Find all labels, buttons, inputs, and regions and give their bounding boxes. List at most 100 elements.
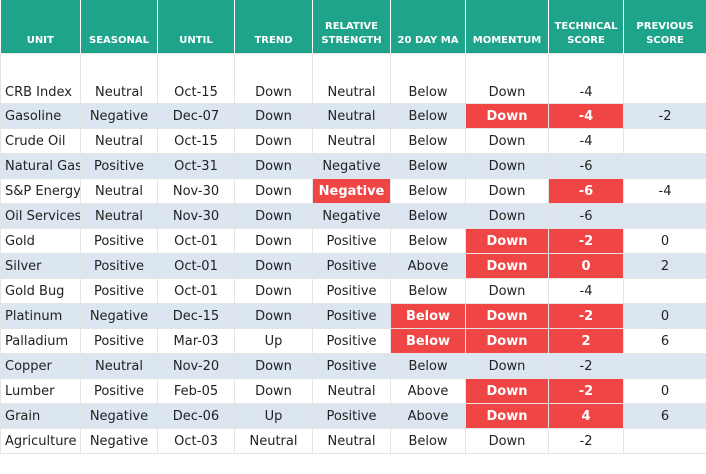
table-cell: -6 — [548, 178, 624, 204]
table-cell: -2 — [548, 228, 624, 254]
column-header: TECHNICAL SCORE — [548, 0, 624, 54]
table-cell: Down — [234, 128, 313, 154]
unit-cell: S&P Energy — [0, 178, 81, 204]
table-cell: Positive — [80, 253, 158, 279]
table-cell: Down — [234, 228, 313, 254]
unit-cell: Silver — [0, 253, 81, 279]
table-cell — [623, 428, 706, 454]
unit-cell: Copper — [0, 353, 81, 379]
table-cell: Below — [390, 153, 466, 179]
table-cell: Below — [390, 203, 466, 229]
table-cell: Below — [390, 228, 466, 254]
table-cell: Oct-31 — [157, 153, 235, 179]
table-cell — [623, 128, 706, 154]
table-cell: -2 — [548, 303, 624, 329]
table-body: CRB Index Neutral Oct-15 Down Neutral Below Do… — [0, 53, 706, 454]
column-header: MOMENTUM — [465, 0, 549, 54]
table-cell: Down — [465, 153, 549, 179]
table-cell: -2 — [548, 353, 624, 379]
column-header: TREND — [234, 0, 313, 54]
table-cell: Neutral — [234, 428, 313, 454]
table-cell: -4 — [548, 128, 624, 154]
table-cell: 6 — [623, 403, 706, 429]
table-row: Crude Oil Neutral Oct-15 Down Neutral Below Do… — [0, 128, 706, 154]
table-cell: Down — [465, 353, 549, 379]
table-row: Oil Services Neutral Nov-30 Down Negative Bel… — [0, 203, 706, 229]
table-cell: Neutral — [80, 128, 158, 154]
unit-cell: Gold Bug — [0, 278, 81, 304]
table-cell: 2 — [623, 253, 706, 279]
table-row: Gasoline Negative Dec-07 Down Neutral Below Do… — [0, 103, 706, 129]
table-cell: -2 — [548, 428, 624, 454]
table-cell: Down — [234, 178, 313, 204]
table-cell: Above — [390, 253, 466, 279]
table-cell: Above — [390, 378, 466, 404]
column-header: UNTIL — [157, 0, 235, 54]
table-cell: Oct-15 — [157, 53, 235, 104]
table-cell: Above — [390, 403, 466, 429]
table-cell: Oct-01 — [157, 253, 235, 279]
table-cell: Down — [465, 203, 549, 229]
table-row: S&P Energy Neutral Nov-30 Down Negative Below… — [0, 178, 706, 204]
table-row: Agriculture Negative Oct-03 Neutral Neutral B… — [0, 428, 706, 454]
table-cell: Down — [465, 53, 549, 104]
table-cell: Nov-30 — [157, 178, 235, 204]
table-cell: 0 — [623, 228, 706, 254]
header-row: UNIT SEASONAL UNTIL TREND RELATIVE STRENGTH 2… — [0, 0, 706, 54]
table-cell: Up — [234, 328, 313, 354]
table-cell: Down — [465, 378, 549, 404]
unit-cell: Platinum — [0, 303, 81, 329]
table-cell: 4 — [548, 403, 624, 429]
unit-cell: Grain — [0, 403, 81, 429]
table-cell: Neutral — [80, 53, 158, 104]
unit-cell: Gasoline — [0, 103, 81, 129]
table-cell: Neutral — [312, 378, 391, 404]
table-cell: Down — [234, 353, 313, 379]
table-cell: Up — [234, 403, 313, 429]
unit-cell: Lumber — [0, 378, 81, 404]
table-cell: Negative — [312, 203, 391, 229]
table-cell: Neutral — [312, 103, 391, 129]
table-cell: -6 — [548, 153, 624, 179]
table-cell: Down — [465, 253, 549, 279]
column-header: RELATIVE STRENGTH — [312, 0, 391, 54]
table-cell: Down — [465, 403, 549, 429]
unit-cell: Crude Oil — [0, 128, 81, 154]
table-cell: Down — [234, 253, 313, 279]
table-cell: Positive — [80, 378, 158, 404]
table-cell: Below — [390, 353, 466, 379]
table-cell: Below — [390, 103, 466, 129]
table-cell: Oct-01 — [157, 228, 235, 254]
table-cell: Down — [234, 203, 313, 229]
unit-cell: Agriculture — [0, 428, 81, 454]
table-cell: Oct-03 — [157, 428, 235, 454]
table-cell: 0 — [623, 303, 706, 329]
table-cell: Dec-07 — [157, 103, 235, 129]
table-cell: Below — [390, 428, 466, 454]
table-cell: -4 — [548, 53, 624, 104]
table-cell: -4 — [548, 278, 624, 304]
table-cell: Negative — [80, 103, 158, 129]
table-cell: -6 — [548, 203, 624, 229]
table-cell: Down — [465, 303, 549, 329]
table-cell: Positive — [312, 403, 391, 429]
table-cell: Positive — [80, 278, 158, 304]
table-row: CRB Index Neutral Oct-15 Down Neutral Below Do… — [0, 53, 706, 104]
table-cell: Positive — [80, 328, 158, 354]
table-cell: Neutral — [312, 128, 391, 154]
table-row: Grain Negative Dec-06 Up Positive Above Down 4 6 — [0, 403, 706, 429]
table-cell: Negative — [312, 178, 391, 204]
unit-cell: Natural Gas — [0, 153, 81, 179]
table-cell: Positive — [312, 353, 391, 379]
table-cell: Neutral — [80, 203, 158, 229]
unit-cell: CRB Index — [0, 53, 81, 104]
table-cell: Below — [390, 328, 466, 354]
table-cell: -4 — [548, 103, 624, 129]
table-cell: Positive — [312, 328, 391, 354]
table-cell: Negative — [80, 428, 158, 454]
table-cell: Feb-05 — [157, 378, 235, 404]
table-cell — [623, 278, 706, 304]
table-row: Gold Bug Positive Oct-01 Down Positive Below D… — [0, 278, 706, 304]
column-header: SEASONAL — [80, 0, 158, 54]
